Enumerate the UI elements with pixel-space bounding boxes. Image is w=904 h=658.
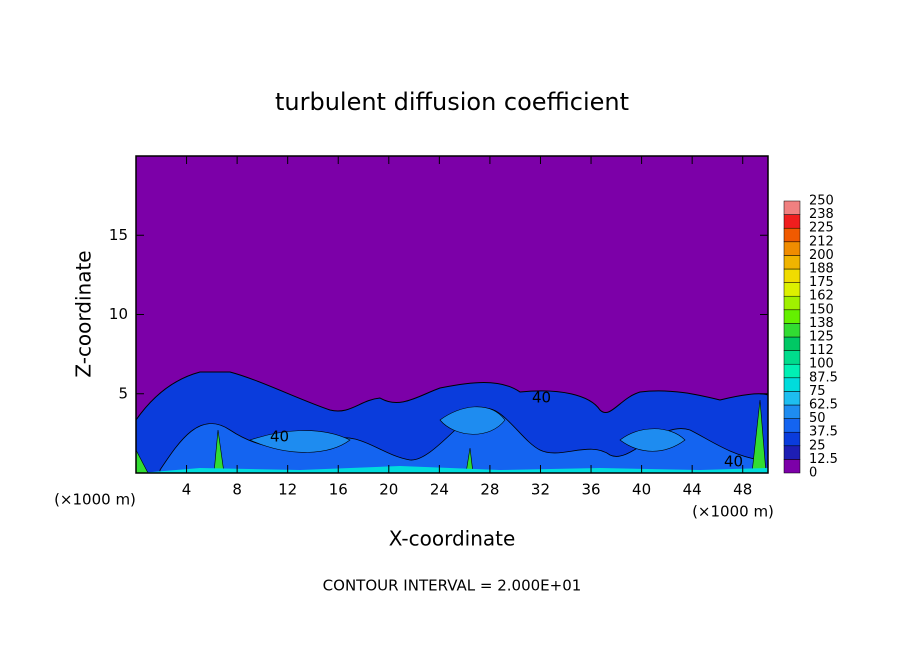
x-tick-label: 24 <box>430 481 449 499</box>
colorbar-bin <box>783 404 801 419</box>
y-tick-label: 15 <box>109 226 128 244</box>
colorbar-bin <box>783 336 801 351</box>
colorbar-label: 138 <box>809 316 834 331</box>
x-tick-label: 40 <box>632 481 651 499</box>
colorbar-bin <box>783 459 801 474</box>
colorbar-label: 12.5 <box>809 452 838 467</box>
y-axis-label: Z-coordinate <box>72 250 96 377</box>
colorbar-bin <box>783 255 801 270</box>
colorbar-label: 175 <box>809 275 834 290</box>
colorbar-bin <box>783 214 801 229</box>
x-tick-label: 28 <box>480 481 499 499</box>
colorbar-bin <box>783 309 801 324</box>
colorbar-bin <box>783 445 801 460</box>
colorbar-label: 75 <box>809 384 826 399</box>
patch <box>249 406 686 453</box>
colorbar-label: 112 <box>809 343 834 358</box>
colorbar-label: 50 <box>809 411 826 426</box>
y-tick-label: 10 <box>109 305 128 323</box>
colorbar-label: 25 <box>809 438 826 453</box>
contour-label: 40 <box>270 428 289 446</box>
field <box>135 156 769 474</box>
x-tick-label: 12 <box>278 481 297 499</box>
colorbar-bin <box>783 323 801 338</box>
colorbar-label: 37.5 <box>809 425 838 440</box>
x-tick-label: 16 <box>329 481 348 499</box>
colorbar-bin <box>783 295 801 311</box>
colorbar-bin <box>783 227 801 243</box>
colorbar-bin <box>783 418 801 433</box>
chart-title: turbulent diffusion coefficient <box>275 88 629 116</box>
colorbar-label: 188 <box>809 262 834 277</box>
colorbar-bin <box>783 268 801 283</box>
colorbar-bin <box>783 350 801 365</box>
surface-layer <box>140 466 768 473</box>
x-tick-label: 4 <box>182 481 192 499</box>
colorbar-label: 0 <box>809 466 817 481</box>
colorbar-label: 150 <box>809 302 834 317</box>
footer: CONTOUR INTERVAL = 2.000E+01 <box>323 577 582 595</box>
colorbar-bin <box>783 391 801 406</box>
colorbar-label: 125 <box>809 330 834 345</box>
contour-label: 40 <box>532 389 551 407</box>
y-tick-label: 5 <box>118 384 128 402</box>
x-tick-label: 32 <box>531 481 550 499</box>
colorbar-label: 62.5 <box>809 398 838 413</box>
x-unit-label: (×1000 m) <box>54 491 136 509</box>
colorbar-bin <box>783 377 801 392</box>
colorbar-bin <box>783 431 801 447</box>
colorbar-label: 238 <box>809 207 834 222</box>
x-tick-label: 48 <box>733 481 752 499</box>
colorbar-bin <box>783 282 801 297</box>
x-tick-label: 36 <box>581 481 600 499</box>
x-tick-label: 44 <box>683 481 702 499</box>
colorbar-bin <box>783 363 801 379</box>
colorbar-label: 225 <box>809 221 834 236</box>
colorbar-bin <box>783 200 801 215</box>
colorbar-bin <box>783 241 801 256</box>
x-tick-label: 20 <box>379 481 398 499</box>
colorbar-label: 212 <box>809 234 834 249</box>
colorbar-label: 87.5 <box>809 370 838 385</box>
colorbar-label: 162 <box>809 289 834 304</box>
colorbar-label: 200 <box>809 248 834 263</box>
colorbar-label: 100 <box>809 357 834 372</box>
contour-label: 40 <box>724 453 743 471</box>
colorbar-label: 250 <box>809 194 834 209</box>
x-unit-label: (×1000 m) <box>692 503 774 521</box>
high-patch <box>135 399 767 474</box>
x-axis-label: X-coordinate <box>389 527 516 551</box>
x-tick-label: 8 <box>232 481 242 499</box>
